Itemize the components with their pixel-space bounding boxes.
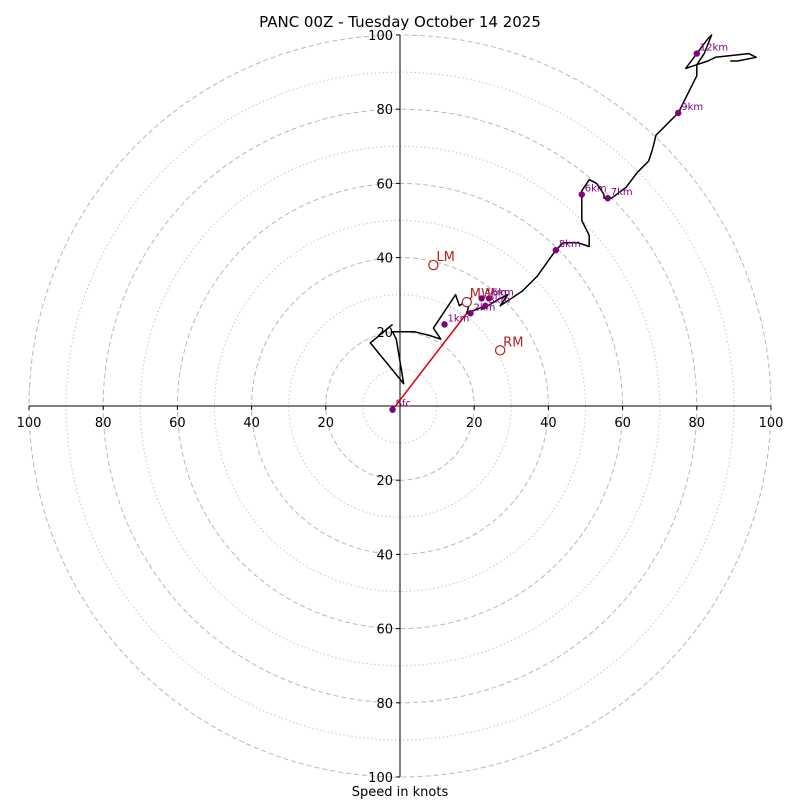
height-marker-1km (441, 321, 448, 328)
height-label-5km: 5km (492, 287, 514, 298)
height-marker-3km (482, 302, 489, 310)
storm-marker-MW (461, 296, 472, 308)
storm-marker-RM (494, 345, 506, 356)
axes (29, 35, 771, 777)
x-tick-label: 80 (689, 416, 706, 431)
x-tick-label: 20 (466, 416, 483, 431)
height-marker-4km (478, 295, 485, 302)
y-tick-label: 20 (376, 474, 393, 489)
x-tick-label: 40 (243, 416, 260, 431)
wind-profile-line (369, 34, 757, 385)
y-tick-label: 100 (368, 29, 393, 44)
height-label-9km: 9km (681, 102, 703, 113)
storm-label-MW: MW (470, 287, 494, 302)
height-marker-7km (604, 195, 611, 202)
y-tick-label: 80 (376, 103, 393, 118)
y-tick-label: 40 (376, 548, 393, 563)
storm-label-LM: LM (436, 250, 454, 265)
storm-motion-markers: LM RM MW (428, 250, 523, 356)
hodograph-series (369, 34, 757, 411)
height-label-12km: 12km (700, 43, 728, 54)
height-marker-12km (693, 50, 700, 57)
x-tick-label: 100 (17, 416, 42, 431)
x-axis-label: Speed in knots (352, 785, 449, 800)
y-tick-label: 40 (376, 252, 393, 267)
height-marker-6km (578, 191, 585, 198)
y-tick-label: 100 (368, 771, 393, 786)
height-label-8km: 8km (559, 239, 581, 250)
x-tick-label: 60 (614, 416, 631, 431)
x-tick-label: 40 (540, 416, 557, 431)
x-tick-label: 100 (759, 416, 784, 431)
chart-title: PANC 00Z - Tuesday October 14 2025 (259, 13, 541, 31)
height-label-Sfc: Sfc (396, 399, 411, 410)
height-label-1km: 1km (448, 313, 470, 324)
y-tick-label: 80 (376, 697, 393, 712)
y-tick-label: 20 (376, 326, 393, 341)
height-marker-2km (467, 310, 474, 317)
height-marker-Sfc (389, 406, 396, 413)
x-tick-label: 60 (169, 416, 186, 431)
y-tick-labels: 100 80 60 40 20 20 40 60 80 100 (368, 29, 400, 786)
y-tick-label: 60 (376, 623, 393, 638)
height-marker-9km (675, 109, 682, 117)
height-label-7km: 7km (611, 187, 633, 198)
height-label-6km: 6km (585, 184, 607, 195)
height-marker-8km (552, 246, 560, 254)
height-marker-5km (485, 295, 493, 302)
height-label-4km: 4km (485, 287, 507, 298)
bunkers-vector-line (391, 312, 468, 411)
storm-label-RM: RM (503, 335, 523, 350)
x-tick-label: 80 (95, 416, 112, 431)
y-tick-label: 60 (376, 177, 393, 192)
x-tick-labels: 100 80 60 40 20 20 40 60 80 100 (17, 406, 784, 431)
storm-marker-LM (428, 259, 439, 271)
height-markers: Sfc1km2km3km4km5km6km7km8km9km12km (389, 43, 728, 413)
height-label-3km: 3km (488, 295, 510, 306)
x-tick-label: 20 (318, 416, 335, 431)
